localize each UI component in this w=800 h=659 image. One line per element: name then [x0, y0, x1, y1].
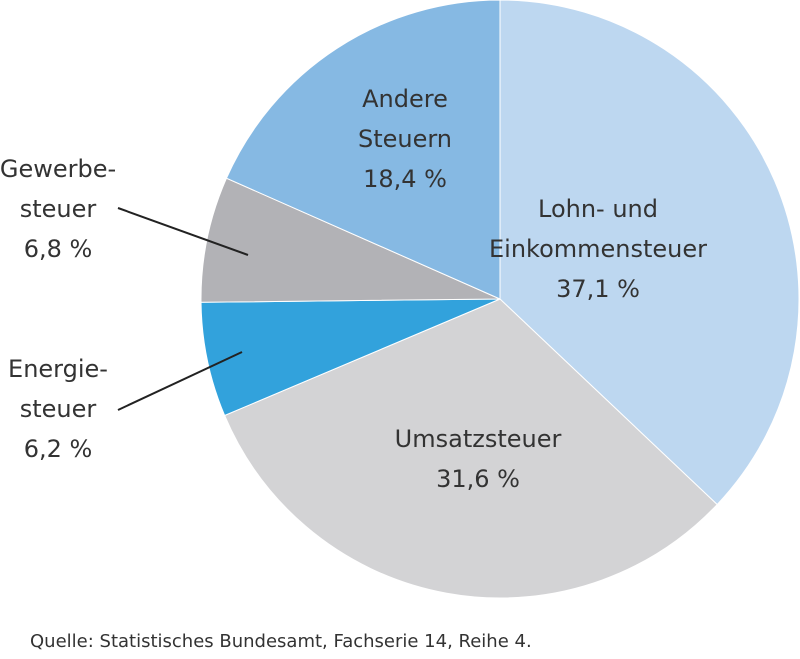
- pie-slice: [225, 0, 501, 300]
- slice-label: Energie-: [8, 355, 108, 383]
- slice-label: Gewerbe-: [0, 155, 116, 183]
- pie-slice: [200, 177, 501, 303]
- pie-slice: [499, 0, 800, 506]
- pie-slice: [200, 298, 501, 417]
- pie-slice: [223, 298, 718, 599]
- value-label: 6,2 %: [24, 435, 93, 463]
- value-label: 37,1 %: [556, 275, 640, 303]
- slice-label: Einkommensteuer: [489, 235, 707, 263]
- slice-label: steuer: [20, 395, 97, 423]
- leader-line: [117, 351, 243, 411]
- source-note: Quelle: Statistisches Bundesamt, Fachser…: [30, 631, 532, 652]
- slice-label: Lohn- und: [538, 195, 658, 223]
- slice-label: Umsatzsteuer: [395, 425, 562, 453]
- slice-label: Andere: [362, 85, 448, 113]
- value-label: 31,6 %: [436, 465, 520, 493]
- slice-label: steuer: [20, 195, 97, 223]
- value-label: 18,4 %: [363, 165, 447, 193]
- slice-label: Steuern: [358, 125, 452, 153]
- leader-line: [117, 207, 249, 256]
- value-label: 6,8 %: [24, 235, 93, 263]
